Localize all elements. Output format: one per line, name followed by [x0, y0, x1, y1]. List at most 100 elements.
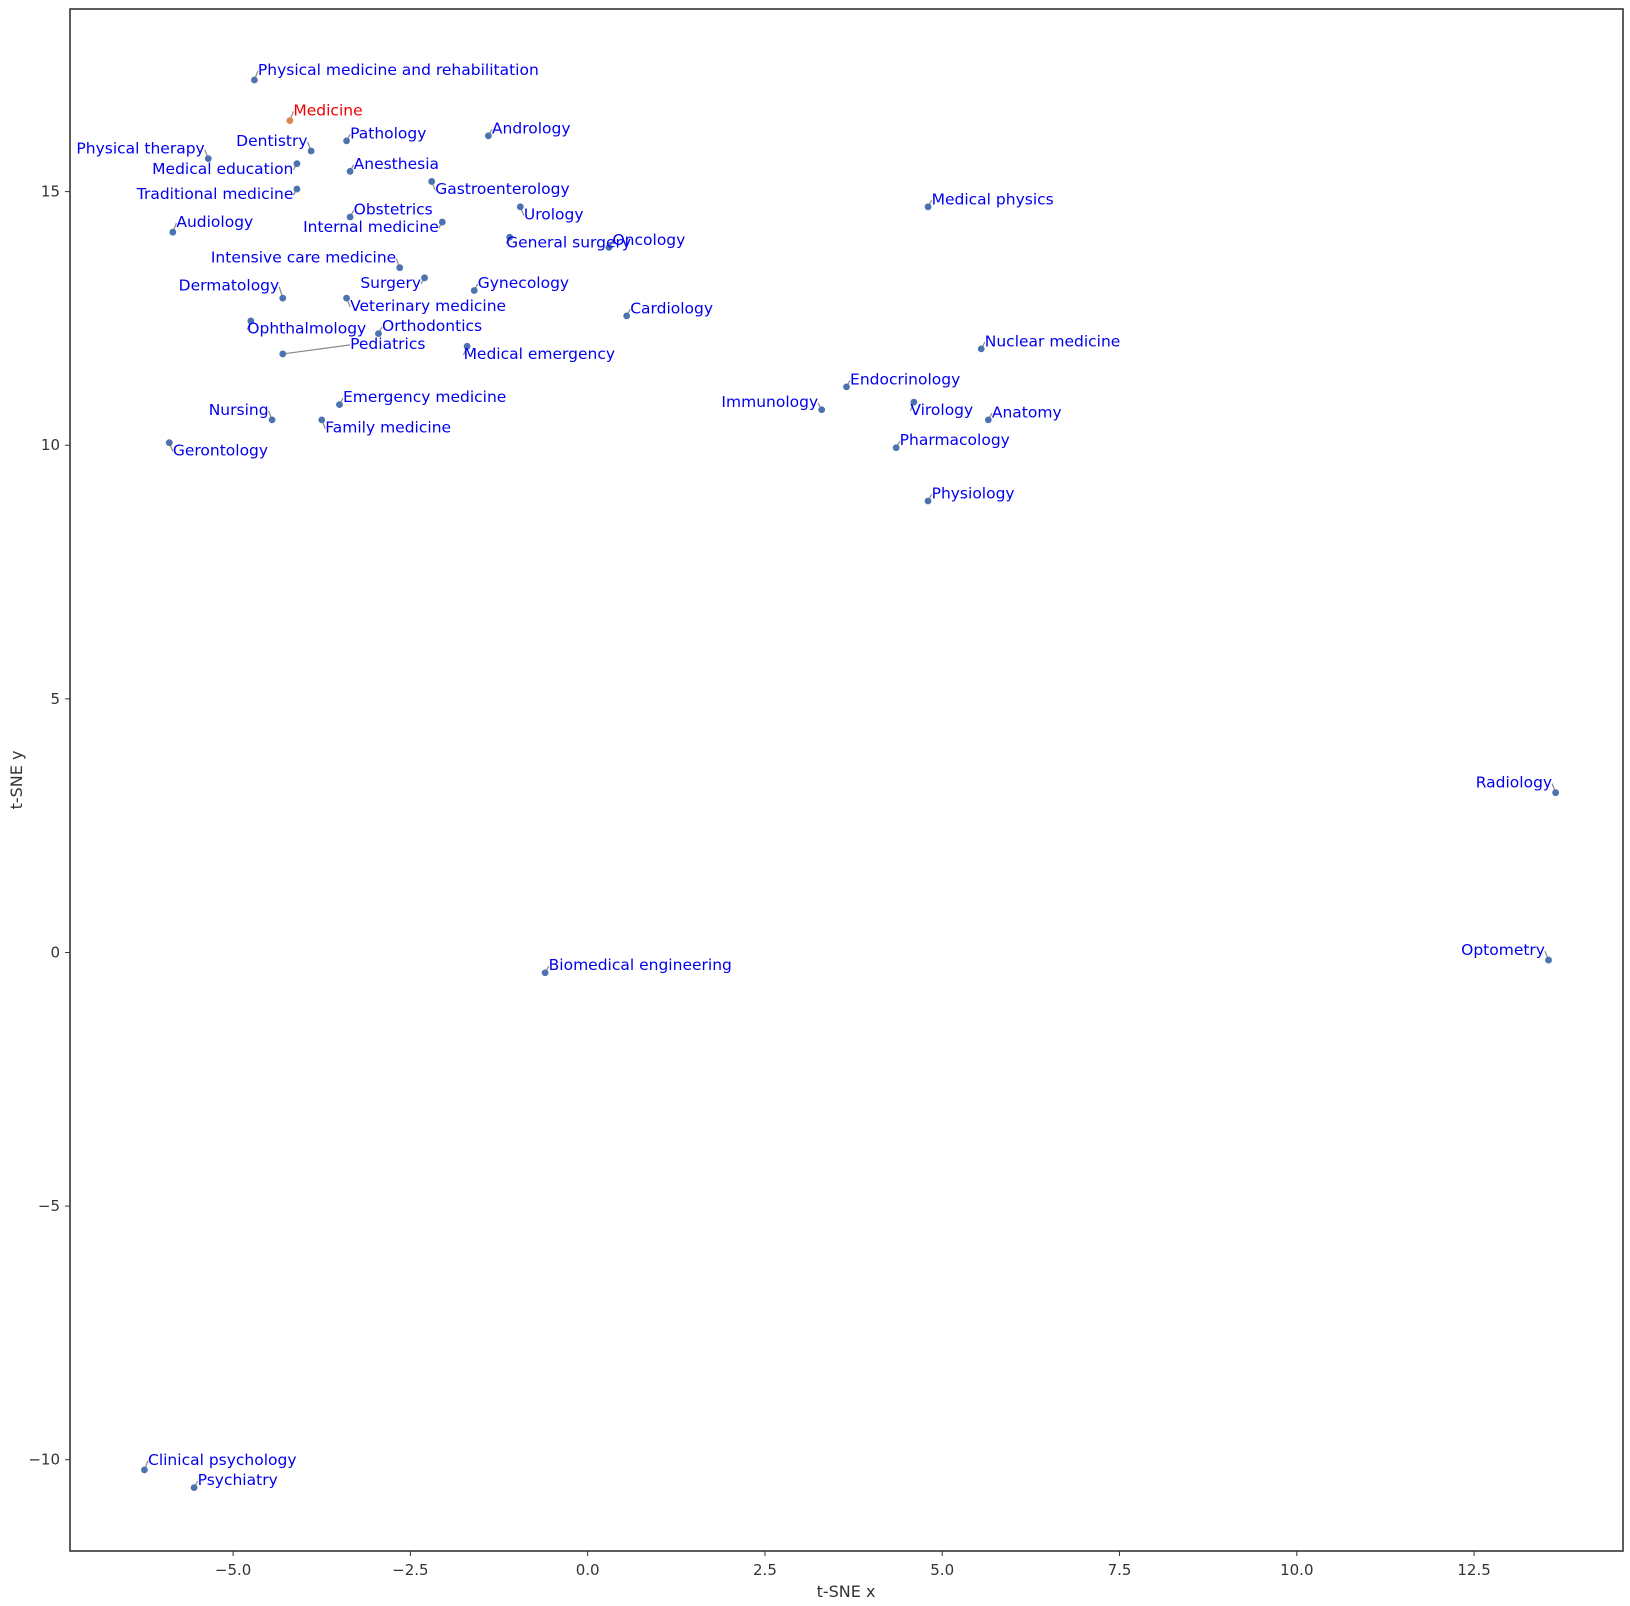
- point-label: Oncology: [612, 231, 685, 249]
- data-point: [428, 178, 436, 185]
- point-label: Medical education: [152, 160, 293, 178]
- point-label: Audiology: [176, 213, 253, 231]
- y-tick-label: −10: [28, 1451, 60, 1469]
- data-point: [984, 416, 992, 424]
- point-label: Physical medicine and rehabilitation: [258, 61, 539, 79]
- y-tick-label: 10: [41, 436, 60, 454]
- data-point: [190, 1484, 198, 1491]
- data-point: [279, 350, 287, 358]
- data-point: [516, 203, 524, 211]
- point-label: Clinical psychology: [148, 1451, 297, 1469]
- data-point: [421, 274, 428, 282]
- data-point: [247, 317, 255, 325]
- data-point: [141, 1466, 148, 1474]
- data-point: [924, 203, 932, 211]
- point-label: Pharmacology: [900, 431, 1010, 449]
- point-label: Pathology: [350, 124, 426, 142]
- point-label: Psychiatry: [198, 1471, 278, 1489]
- data-point: [623, 312, 631, 320]
- y-tick-label: −5: [38, 1197, 60, 1215]
- y-axis-ticks: −10 −5 0 5 10 15: [28, 183, 70, 1469]
- data-point: [279, 294, 287, 302]
- data-point: [484, 132, 492, 140]
- x-tick-label: −2.5: [392, 1561, 428, 1579]
- data-point: [470, 287, 478, 294]
- point-label: Intensive care medicine: [211, 249, 396, 267]
- point-label: Biomedical engineering: [549, 956, 732, 974]
- data-point: [318, 416, 326, 424]
- point-label: Obstetrics: [354, 200, 433, 218]
- data-point: [169, 228, 177, 236]
- point-label: Medical physics: [932, 190, 1054, 208]
- data-point: [165, 439, 173, 447]
- point-label: Anatomy: [992, 403, 1062, 421]
- data-point: [336, 401, 343, 409]
- x-tick-label: 10.0: [1280, 1561, 1313, 1579]
- point-label: Cardiology: [630, 299, 713, 317]
- data-point: [818, 406, 826, 414]
- data-point: [343, 137, 350, 145]
- data-point: [307, 147, 315, 155]
- point-label: Surgery: [360, 274, 421, 292]
- point-label: Veterinary medicine: [350, 297, 506, 315]
- data-point: [463, 342, 471, 350]
- point-label: Nuclear medicine: [985, 332, 1121, 350]
- data-point: [375, 330, 382, 338]
- point-label: Urology: [524, 206, 584, 224]
- x-tick-label: 5.0: [930, 1561, 954, 1579]
- point-label: Traditional medicine: [136, 185, 294, 203]
- data-point: [438, 218, 446, 226]
- y-tick-label: 15: [41, 183, 60, 201]
- x-axis-ticks: −5.0 −2.5 0.0 2.5 5.0 7.5 10.0 12.5: [215, 1551, 1491, 1579]
- data-point: [541, 969, 549, 977]
- data-point: [892, 444, 900, 452]
- y-tick-label: 0: [50, 943, 60, 961]
- data-point: [843, 383, 850, 391]
- x-tick-label: 0.0: [576, 1561, 600, 1579]
- point-label: Andrology: [492, 119, 571, 137]
- data-point: [204, 155, 212, 163]
- y-tick-label: 5: [50, 690, 60, 708]
- point-label: Gerontology: [173, 441, 268, 459]
- data-point: [293, 185, 301, 193]
- point-labels: Physical medicine and rehabilitation Medi…: [76, 61, 1552, 1489]
- data-point: [1552, 789, 1560, 797]
- point-label: Internal medicine: [303, 218, 439, 236]
- point-label: General surgery: [506, 233, 631, 251]
- point-label: Virology: [910, 401, 973, 419]
- point-label: Family medicine: [325, 419, 451, 437]
- point-label: Dentistry: [236, 132, 307, 150]
- point-label: Physiology: [932, 484, 1015, 502]
- data-point: [506, 233, 514, 241]
- data-point: [250, 76, 258, 84]
- point-label: Anesthesia: [354, 155, 439, 173]
- data-point: [346, 167, 354, 175]
- point-label: Optometry: [1461, 941, 1545, 959]
- x-tick-label: 12.5: [1457, 1561, 1490, 1579]
- data-point: [286, 117, 294, 124]
- point-label: Orthodontics: [382, 317, 482, 335]
- point-label: Dermatology: [179, 277, 280, 295]
- point-label: Physical therapy: [76, 140, 204, 158]
- point-label: Emergency medicine: [343, 388, 506, 406]
- data-point: [268, 416, 276, 424]
- point-label: Medical emergency: [464, 345, 615, 363]
- point-label: Radiology: [1476, 774, 1552, 792]
- point-label: Immunology: [721, 393, 818, 411]
- x-tick-label: 2.5: [753, 1561, 777, 1579]
- point-label: Nursing: [209, 401, 269, 419]
- data-point: [346, 213, 354, 221]
- data-point: [343, 294, 350, 302]
- data-point: [293, 160, 301, 168]
- data-point: [910, 398, 918, 406]
- data-point: [924, 497, 932, 505]
- point-label: Endocrinology: [850, 370, 960, 388]
- y-axis-title: t-SNE y: [7, 751, 26, 810]
- x-tick-label: 7.5: [1108, 1561, 1132, 1579]
- point-label: Medicine: [293, 102, 362, 120]
- point-label: Gastroenterology: [435, 180, 569, 198]
- label-connector: [282, 344, 351, 355]
- data-point: [396, 264, 404, 272]
